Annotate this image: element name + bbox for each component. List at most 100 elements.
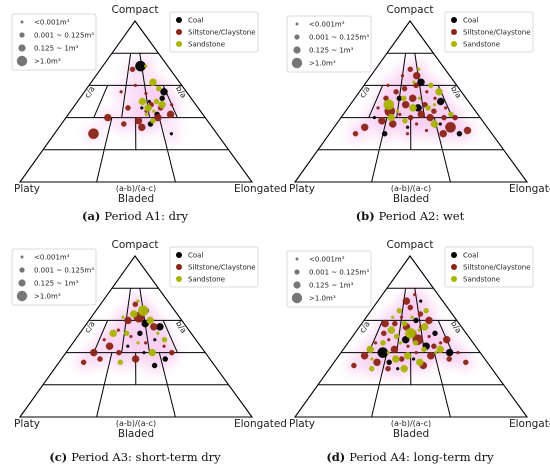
data-point	[129, 310, 138, 318]
right-side-label: b/a	[449, 319, 463, 335]
data-point	[448, 111, 454, 118]
grid-divider	[93, 85, 109, 118]
panel-caption-text: (b) Period A2: wet	[356, 209, 465, 223]
color-legend-marker	[176, 41, 182, 47]
data-point	[377, 347, 389, 358]
data-point	[116, 349, 122, 356]
data-point	[104, 113, 112, 122]
grid-divider	[158, 117, 168, 150]
data-point	[419, 299, 423, 303]
size-legend-marker	[20, 255, 24, 259]
color-legend-marker	[451, 17, 457, 23]
data-point	[387, 113, 395, 122]
data-point	[373, 358, 381, 367]
size-legend-label: 0.125 ~ 1m³	[309, 47, 354, 55]
data-point	[391, 315, 395, 319]
data-point	[393, 333, 400, 340]
data-point	[417, 96, 422, 100]
size-legend-label: 0.001 ~ 0.125m³	[309, 34, 369, 42]
color-legend-label: Siltstone/Claystone	[463, 264, 531, 272]
data-point	[410, 315, 414, 319]
data-point	[154, 113, 162, 122]
triangle-outline	[18, 255, 254, 418]
vertex-right-label: Elongated	[234, 183, 287, 195]
data-point	[366, 345, 374, 354]
series-coal	[377, 299, 454, 371]
size-legend-box	[11, 13, 97, 71]
data-point	[129, 334, 133, 339]
vertex-right-label: Elongated	[509, 183, 550, 195]
data-point	[405, 132, 410, 136]
size-legend: <0.001m³ 0.001 ~ 0.125m³ 0.125 ~ 1m³ >1.0m³	[11, 248, 97, 306]
data-point	[413, 317, 419, 324]
color-legend-marker	[451, 276, 457, 282]
data-point	[412, 340, 419, 346]
data-point	[149, 78, 157, 86]
panel-caption-body: Period A3: short-term dry	[71, 450, 221, 464]
data-point	[425, 105, 431, 111]
data-point	[417, 67, 421, 71]
panel-label: (b)	[356, 209, 375, 223]
data-point	[142, 350, 146, 355]
data-point	[421, 346, 427, 353]
panel-c: Compact Platy Elongated c/a b/a (a-b)/(a-c)Bl…	[11, 239, 287, 464]
size-legend-marker	[19, 32, 25, 38]
data-point	[436, 345, 444, 354]
data-point	[417, 328, 421, 332]
size-legend-marker	[16, 55, 28, 67]
data-point	[137, 305, 149, 317]
data-point	[396, 307, 403, 314]
right-side-label: b/a	[174, 319, 188, 335]
panel-caption-body: Period A2: wet	[379, 209, 465, 223]
panel-caption: (b) Period A2: wet	[356, 209, 465, 223]
data-point	[420, 323, 429, 331]
data-point	[432, 103, 437, 107]
triangle-outline	[293, 255, 529, 418]
data-point	[395, 109, 400, 113]
data-point	[380, 340, 386, 346]
color-legend-label: Coal	[188, 252, 203, 260]
color-legend-box	[169, 11, 259, 53]
data-point	[443, 106, 448, 110]
color-legend: Coal Siltstone/Claystone Sandstone	[169, 246, 259, 288]
size-legend-marker	[16, 290, 28, 302]
size-legend-marker	[19, 267, 25, 273]
grid-divider	[96, 149, 105, 183]
data-point	[401, 335, 410, 344]
series-sandstone	[138, 64, 166, 124]
data-point	[124, 316, 132, 325]
data-point	[430, 120, 439, 128]
data-point	[402, 297, 411, 305]
color-legend-label: Sandstone	[188, 276, 225, 284]
bottom-ratio-label: (a-b)/(a-c)	[391, 184, 431, 193]
color-legend-label: Siltstone/Claystone	[188, 264, 256, 272]
data-point	[438, 122, 442, 126]
size-legend-label: <0.001m³	[34, 254, 70, 262]
panel-caption-text: (d) Period A4: long-term dry	[326, 450, 494, 464]
data-point	[452, 114, 458, 121]
data-point	[442, 335, 451, 344]
panel-label: (c)	[49, 450, 67, 464]
data-point	[162, 344, 166, 348]
data-point	[158, 100, 166, 109]
data-point	[401, 320, 408, 327]
size-legend-label: 0.001 ~ 0.125m³	[34, 267, 94, 275]
data-point	[400, 364, 408, 373]
data-point	[431, 343, 437, 349]
data-point	[390, 345, 399, 354]
data-point	[435, 88, 443, 96]
panel-a: Compact Platy Elongated c/a b/a (a-b)/(a-c)Bl…	[11, 4, 287, 223]
data-point	[446, 356, 452, 362]
data-point	[425, 316, 433, 325]
grid-divider	[368, 85, 384, 118]
size-legend-marker	[293, 46, 301, 54]
series-coal	[126, 319, 169, 369]
grid-divider	[166, 384, 176, 418]
right-side-label: b/a	[174, 84, 188, 100]
color-legend-label: Sandstone	[463, 276, 500, 284]
data-point	[121, 121, 127, 127]
grid-divider	[103, 117, 113, 150]
data-point	[143, 341, 148, 345]
